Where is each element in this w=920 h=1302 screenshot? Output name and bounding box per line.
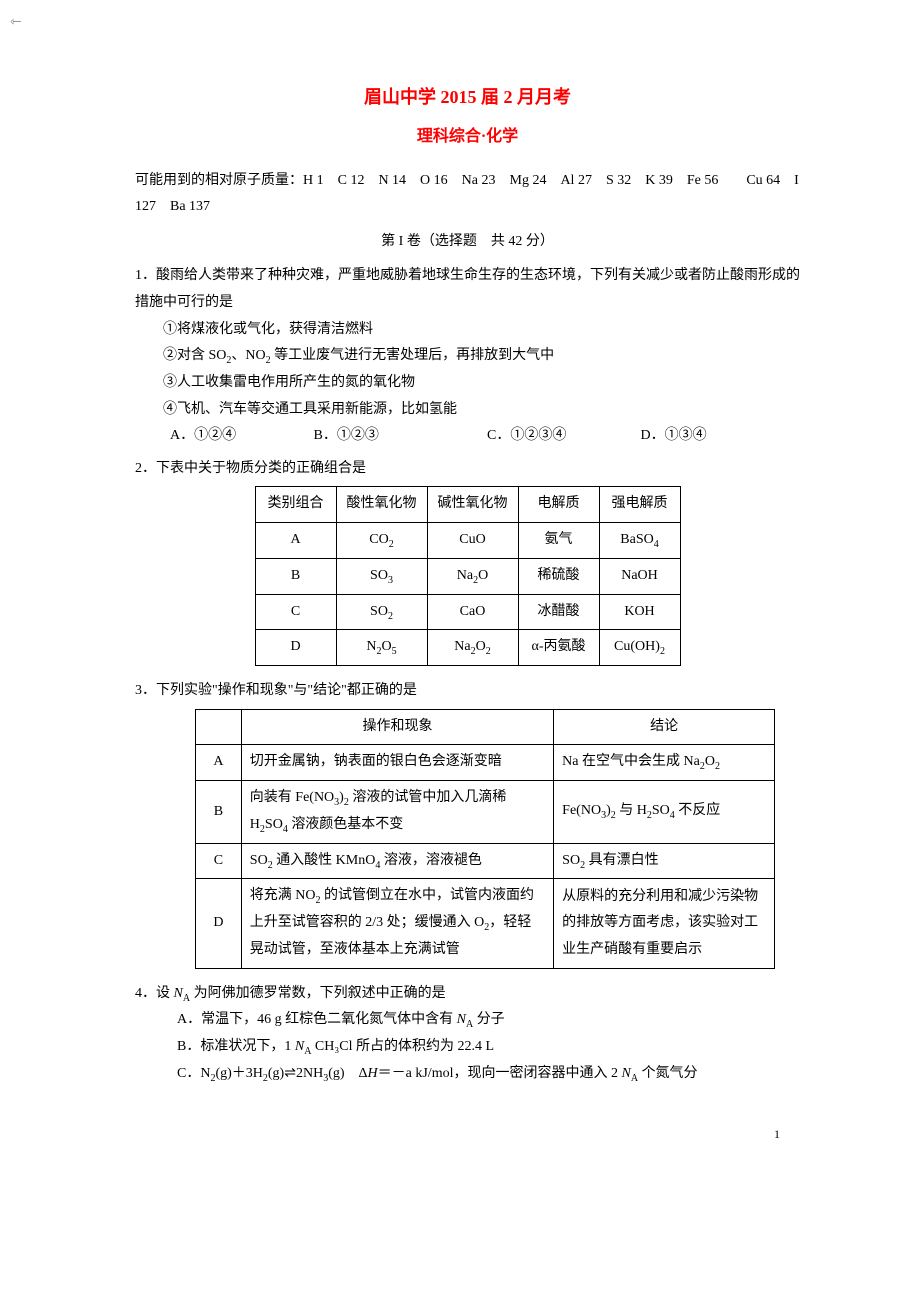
q1-optC: C．①②③④ xyxy=(487,423,637,450)
page-number: 1 xyxy=(135,1123,800,1146)
q1-choice-4: ④飞机、汽车等交通工具采用新能源，比如氢能 xyxy=(135,397,800,424)
q3-stem: 3．下列实验"操作和现象"与"结论"都正确的是 xyxy=(135,678,800,705)
q2-h0: 类别组合 xyxy=(255,487,336,523)
exam-subtitle: 理科综合·化学 xyxy=(135,122,800,152)
q3-table: 操作和现象 结论 A 切开金属钠，钠表面的银白色会逐渐变暗 Na 在空气中会生成… xyxy=(195,709,775,969)
q1-choice-3: ③人工收集雷电作用所产生的氮的氧化物 xyxy=(135,370,800,397)
question-2: 2．下表中关于物质分类的正确组合是 类别组合 酸性氧化物 碱性氧化物 电解质 强… xyxy=(135,456,800,666)
exam-title: 眉山中学 2015 届 2 月月考 xyxy=(135,80,800,114)
q1-optB: B．①②③ xyxy=(314,423,484,450)
question-1: 1．酸雨给人类带来了种种灾难，严重地威胁着地球生命生存的生态环境，下列有关减少或… xyxy=(135,263,800,449)
q2-h3: 电解质 xyxy=(518,487,599,523)
atomic-masses: 可能用到的相对原子质量：H 1 C 12 N 14 O 16 Na 23 Mg … xyxy=(135,168,800,221)
table-row: D 将充满 NO2 的试管倒立在水中，试管内液面约上升至试管容积的 2/3 处；… xyxy=(196,879,775,968)
table-row: C SO2 通入酸性 KMnO4 溶液，溶液褪色 SO2 具有漂白性 xyxy=(196,843,775,879)
q1-choice-1: ①将煤液化或气化，获得清洁燃料 xyxy=(135,317,800,344)
q1-optD: D．①③④ xyxy=(641,423,707,450)
q1-options: A．①②④ B．①②③ C．①②③④ D．①③④ xyxy=(135,423,800,450)
table-row: B SO3 Na2O 稀硫酸 NaOH xyxy=(255,558,680,594)
table-row: C SO2 CaO 冰醋酸 KOH xyxy=(255,594,680,630)
table-row: D N2O5 Na2O2 α-丙氨酸 Cu(OH)2 xyxy=(255,630,680,666)
q1-optA: A．①②④ xyxy=(170,423,310,450)
table-row: A CO2 CuO 氨气 BaSO4 xyxy=(255,522,680,558)
table-row: A 切开金属钠，钠表面的银白色会逐渐变暗 Na 在空气中会生成 Na2O2 xyxy=(196,745,775,781)
q4-optA: A．常温下，46 g 红棕色二氧化氮气体中含有 NA 分子 xyxy=(135,1007,800,1034)
q2-table: 类别组合 酸性氧化物 碱性氧化物 电解质 强电解质 A CO2 CuO 氨气 B… xyxy=(255,486,681,666)
q3-h1: 操作和现象 xyxy=(241,709,553,745)
corner-arrow: ⇽ xyxy=(10,10,22,37)
section-header: 第 I 卷（选择题 共 42 分） xyxy=(135,229,800,256)
q2-h1: 酸性氧化物 xyxy=(336,487,427,523)
q4-optC: C．N2(g)＋3H2(g)⇌2NH3(g) ΔH＝－a kJ/mol，现向一密… xyxy=(135,1061,800,1088)
q3-h2: 结论 xyxy=(554,709,775,745)
q4-optB: B．标准状况下，1 NA CH₃Cl 所占的体积约为 22.4 L xyxy=(135,1034,800,1061)
question-4: 4．设 NA 为阿佛加德罗常数，下列叙述中正确的是 A．常温下，46 g 红棕色… xyxy=(135,981,800,1088)
question-3: 3．下列实验"操作和现象"与"结论"都正确的是 操作和现象 结论 A 切开金属钠… xyxy=(135,678,800,969)
q2-h2: 碱性氧化物 xyxy=(427,487,518,523)
q2-h4: 强电解质 xyxy=(599,487,680,523)
q1-stem: 1．酸雨给人类带来了种种灾难，严重地威胁着地球生命生存的生态环境，下列有关减少或… xyxy=(135,263,800,316)
table-row: B 向装有 Fe(NO3)2 溶液的试管中加入几滴稀 H2SO4 溶液颜色基本不… xyxy=(196,781,775,844)
q4-stem: 4．设 NA 为阿佛加德罗常数，下列叙述中正确的是 xyxy=(135,981,800,1008)
q1-choice-2: ②对含 SO2、NO2 等工业废气进行无害处理后，再排放到大气中 xyxy=(135,343,800,370)
q2-stem: 2．下表中关于物质分类的正确组合是 xyxy=(135,456,800,483)
